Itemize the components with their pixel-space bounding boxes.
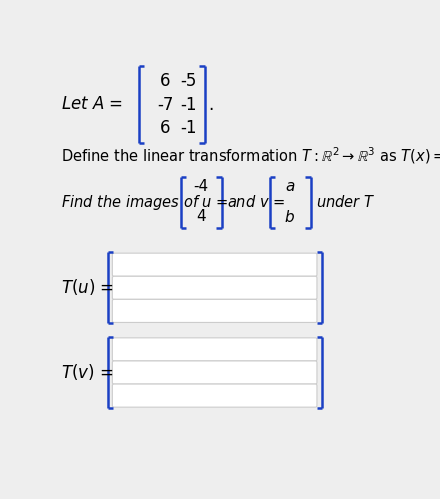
- FancyBboxPatch shape: [112, 384, 317, 407]
- Text: $T(v)$ =: $T(v)$ =: [61, 362, 114, 382]
- Text: under $T$: under $T$: [316, 194, 376, 211]
- Text: $T(u)$ =: $T(u)$ =: [61, 277, 114, 297]
- FancyBboxPatch shape: [112, 361, 317, 384]
- Text: -4: -4: [193, 180, 208, 195]
- FancyBboxPatch shape: [112, 253, 317, 276]
- Text: $a$: $a$: [285, 180, 295, 195]
- Text: Let $A$ =: Let $A$ =: [61, 95, 123, 113]
- Text: 6: 6: [160, 72, 170, 90]
- Text: Define the linear transformation $T : \mathbb{R}^2 \rightarrow \mathbb{R}^3$ as : Define the linear transformation $T : \m…: [61, 145, 440, 166]
- Text: -1: -1: [180, 95, 197, 114]
- Text: $b$: $b$: [284, 209, 295, 225]
- FancyBboxPatch shape: [112, 276, 317, 299]
- Text: and $v$ =: and $v$ =: [227, 194, 285, 211]
- Text: -7: -7: [157, 95, 173, 114]
- Text: -1: -1: [180, 119, 197, 137]
- Text: Find the images of $u$ =: Find the images of $u$ =: [61, 193, 229, 212]
- FancyBboxPatch shape: [112, 338, 317, 361]
- Text: .: .: [209, 95, 214, 114]
- FancyBboxPatch shape: [112, 299, 317, 322]
- Text: 6: 6: [160, 119, 170, 137]
- Text: 4: 4: [196, 210, 205, 225]
- Text: -5: -5: [180, 72, 197, 90]
